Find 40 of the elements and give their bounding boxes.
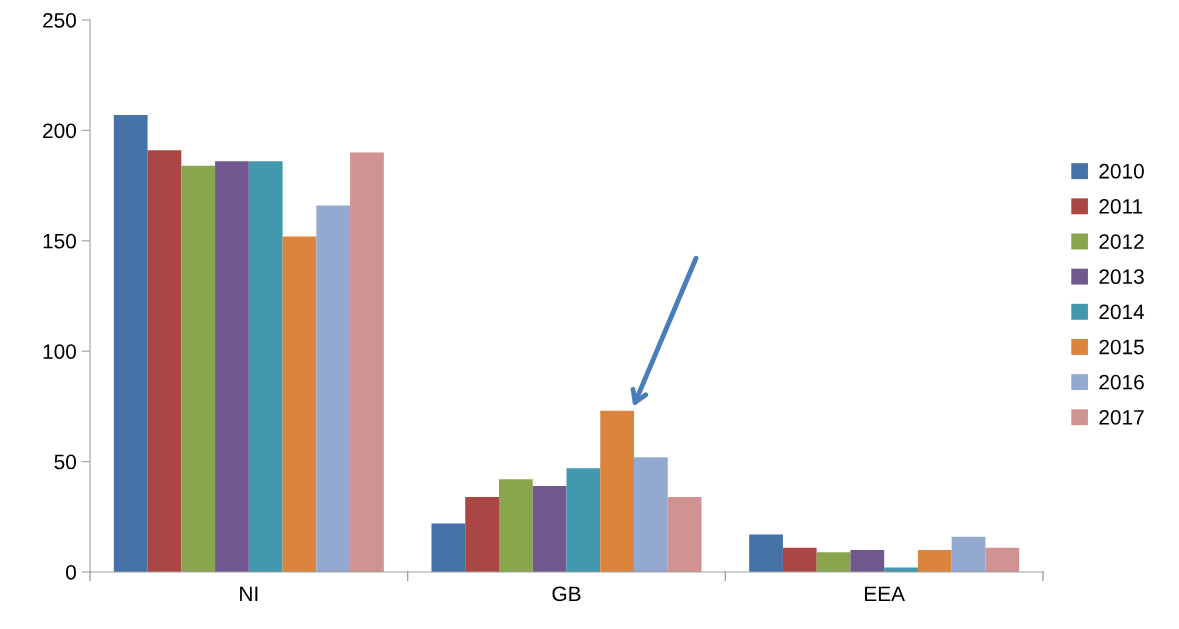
legend-label: 2015 xyxy=(1099,339,1144,355)
y-tick-label: 50 xyxy=(54,454,76,470)
y-tick-label: 0 xyxy=(66,565,76,580)
y-tick-label: 200 xyxy=(43,123,76,139)
legend-label: 2014 xyxy=(1099,304,1145,320)
y-tick-label: 100 xyxy=(43,344,76,359)
bar xyxy=(917,549,952,572)
bar xyxy=(816,552,851,572)
legend-label: 2013 xyxy=(1099,269,1144,285)
y-tick-label: 150 xyxy=(43,233,76,249)
legend-label: 2016 xyxy=(1099,374,1144,390)
bar xyxy=(566,468,601,572)
bar xyxy=(350,152,384,572)
bar xyxy=(248,161,283,572)
x-tick-label: EEA xyxy=(865,586,905,601)
bar xyxy=(850,549,885,572)
legend-label: 2011 xyxy=(1099,199,1143,214)
bar xyxy=(215,161,249,572)
bar xyxy=(499,479,533,572)
bar xyxy=(985,547,1020,572)
bar xyxy=(465,496,499,572)
x-tick-label: GB xyxy=(552,586,581,602)
bar xyxy=(782,547,817,572)
bar xyxy=(181,165,216,572)
bar xyxy=(749,534,783,572)
legend-label: 2010 xyxy=(1099,163,1144,179)
bar xyxy=(431,523,466,572)
bar xyxy=(634,457,668,572)
bar xyxy=(113,114,148,572)
bar xyxy=(600,410,634,572)
bar xyxy=(532,485,567,572)
legend-label: 2017 xyxy=(1099,409,1144,425)
x-tick-label: NI xyxy=(240,586,258,601)
bar xyxy=(282,236,317,572)
bar xyxy=(951,536,986,572)
y-tick-label: 250 xyxy=(43,13,76,28)
bar xyxy=(147,150,182,572)
bar xyxy=(316,205,351,572)
legend-label: 2012 xyxy=(1099,234,1144,249)
bar xyxy=(667,496,702,572)
